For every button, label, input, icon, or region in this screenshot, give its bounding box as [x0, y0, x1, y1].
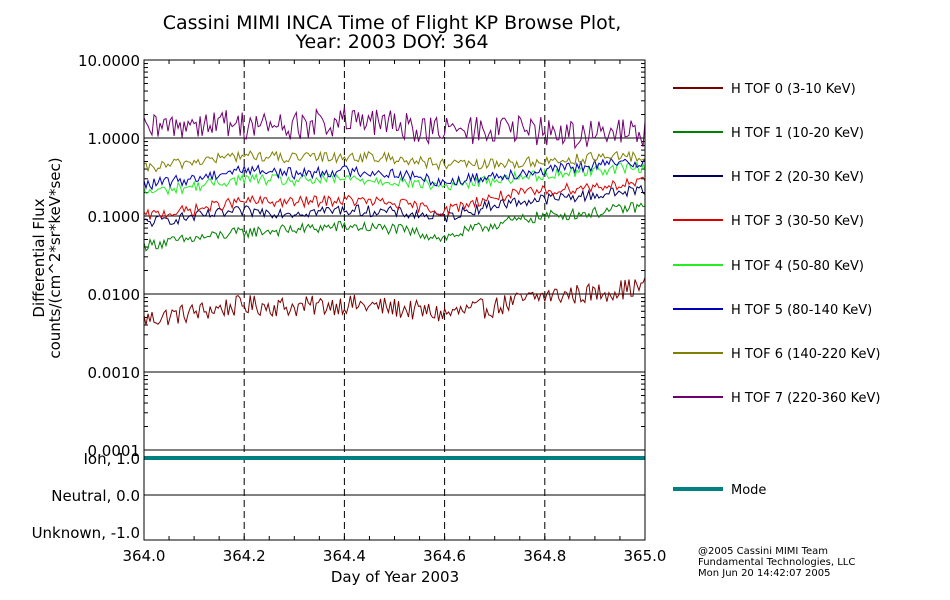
legend: H TOF 0 (3-10 KeV) H TOF 1 (10-20 KeV) H T…	[673, 82, 880, 498]
mode-tick-label: Ion, 1.0	[84, 450, 141, 468]
plot-frames	[143, 59, 646, 541]
series-line-tof3	[143, 176, 646, 220]
y-tick-label: 0.0001	[88, 442, 141, 460]
x-tick-label: 364.4	[323, 547, 366, 565]
credit-line-1: @2005 Cassini MIMI Team	[698, 546, 828, 557]
credit-line-3: Mon Jun 20 14:42:07 2005	[698, 568, 831, 579]
mode-tick-label: Unknown, -1.0	[32, 524, 140, 542]
legend-label-tof7: H TOF 7 (220-360 KeV)	[731, 391, 880, 406]
series-line-tof0	[143, 277, 646, 326]
x-axis-label: Day of Year 2003	[331, 568, 459, 586]
legend-label-tof6: H TOF 6 (140-220 KeV)	[731, 347, 880, 362]
y-tick-label: 1.0000	[88, 130, 141, 148]
legend-label-mode: Mode	[731, 483, 766, 498]
x-tick-label: 365.0	[624, 547, 667, 565]
y-axis-label-line2: counts/(cm^2*sr*keV*sec)	[46, 157, 64, 358]
legend-label-tof2: H TOF 2 (20-30 KeV)	[731, 170, 864, 185]
series-line-tof1	[143, 202, 646, 252]
series-line-tof4	[143, 161, 646, 196]
mode-tick-labels: Ion, 1.0 Neutral, 0.0 Unknown, -1.0	[32, 450, 140, 542]
mode-tick-label: Neutral, 0.0	[51, 487, 140, 505]
series-line-tof6	[143, 150, 646, 173]
x-tick-labels: 364.0 364.2 364.4 364.6 364.8 365.0	[123, 547, 667, 565]
chart-title-line2: Year: 2003 DOY: 364	[294, 31, 488, 53]
legend-label-tof4: H TOF 4 (50-80 KeV)	[731, 259, 864, 274]
mode-panel-frame	[143, 449, 646, 541]
y-tick-label: 10.0000	[78, 52, 140, 70]
y-axis-label-line1: Differential Flux	[30, 198, 48, 317]
legend-label-tof3: H TOF 3 (30-50 KeV)	[731, 214, 864, 229]
credit-line-2: Fundamental Technologies, LLC	[698, 557, 855, 568]
flux-panel-frame	[143, 59, 646, 451]
x-tick-label: 364.2	[223, 547, 266, 565]
y-tick-label: 0.0010	[88, 364, 141, 382]
x-tick-label: 364.0	[123, 547, 166, 565]
legend-label-tof1: H TOF 1 (10-20 KeV)	[731, 126, 864, 141]
chart-title-line1: Cassini MIMI INCA Time of Flight KP Brow…	[163, 12, 622, 34]
series-line-tof7	[143, 107, 646, 150]
y-tick-label: 0.1000	[88, 208, 141, 226]
y-tick-label: 0.0100	[88, 286, 141, 304]
series-line-tof2	[143, 184, 646, 228]
x-tick-label: 364.8	[523, 547, 566, 565]
legend-label-tof0: H TOF 0 (3-10 KeV)	[731, 82, 856, 97]
series-line-tof5	[143, 157, 646, 191]
y-tick-labels: 10.0000 1.0000 0.1000 0.0100 0.0010 0.0001	[78, 52, 140, 460]
legend-label-tof5: H TOF 5 (80-140 KeV)	[731, 303, 872, 318]
x-tick-label: 364.6	[423, 547, 466, 565]
series-layer	[143, 107, 646, 326]
